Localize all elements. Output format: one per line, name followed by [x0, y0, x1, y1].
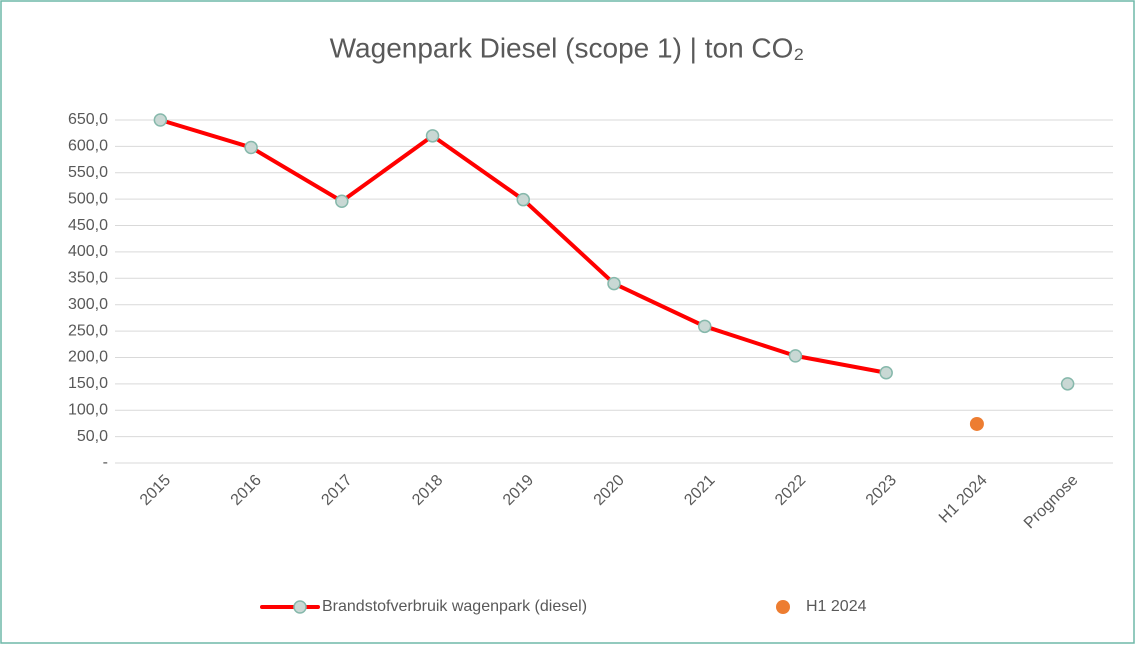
- y-tick-label: 350,0: [68, 270, 108, 287]
- legend-marker: [776, 600, 790, 614]
- y-tick-label: 200,0: [68, 349, 108, 366]
- y-tick-label: 100,0: [68, 401, 108, 418]
- y-tick-label: 550,0: [68, 164, 108, 181]
- data-point: [697, 319, 712, 334]
- data-point: [335, 194, 349, 209]
- y-tick-label: 400,0: [68, 243, 108, 260]
- legend-label: H1 2024: [806, 598, 867, 615]
- legend-marker: [293, 600, 307, 614]
- y-tick-label: 300,0: [68, 296, 108, 313]
- data-point: [879, 366, 893, 380]
- y-tick-label: -: [103, 454, 108, 471]
- y-tick-label: 250,0: [68, 322, 108, 339]
- data-point: [969, 416, 984, 431]
- y-tick-label: 500,0: [68, 190, 108, 207]
- y-tick-label: 600,0: [68, 138, 108, 155]
- y-tick-label: 50,0: [77, 428, 108, 445]
- legend-label: Brandstofverbruik wagenpark (diesel): [322, 598, 587, 615]
- chart-title: Wagenpark Diesel (scope 1) | ton CO₂: [330, 32, 805, 63]
- data-point: [153, 113, 168, 127]
- data-point: [607, 276, 621, 291]
- data-point: [516, 192, 531, 207]
- data-point: [425, 129, 440, 143]
- data-point: [1060, 377, 1075, 391]
- data-point: [244, 140, 258, 155]
- y-tick-label: 150,0: [68, 375, 108, 392]
- y-tick-label: 450,0: [68, 217, 108, 234]
- y-tick-label: 650,0: [68, 111, 108, 128]
- data-point: [788, 349, 803, 363]
